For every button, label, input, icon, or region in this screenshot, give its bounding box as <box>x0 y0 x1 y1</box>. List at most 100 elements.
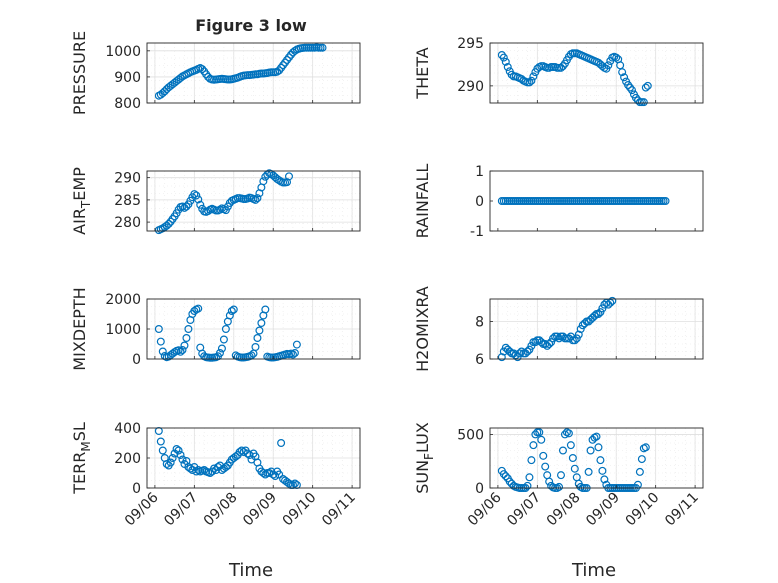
y-axis-label: AIRTEMP <box>70 167 93 235</box>
data-point <box>503 62 512 71</box>
y-tick-label: 0 <box>475 194 484 210</box>
data-point <box>525 345 534 354</box>
data-point <box>553 332 562 341</box>
data-point <box>190 190 199 199</box>
subplot-5: 6 8 H2OMIXRA <box>413 286 704 372</box>
data-point <box>620 73 629 82</box>
data-point <box>176 347 185 356</box>
data-point <box>176 451 185 460</box>
y-tick-label: 0 <box>132 352 141 368</box>
data-point <box>182 202 191 211</box>
data-point <box>570 336 579 345</box>
data-point <box>166 458 175 467</box>
data-point <box>154 325 163 334</box>
data-point <box>527 456 536 465</box>
data-point <box>156 437 165 446</box>
y-tick-label: 295 <box>457 36 484 52</box>
axes-box <box>489 298 704 360</box>
y-tick-label: 1000 <box>105 322 141 338</box>
data-point <box>221 463 230 472</box>
data-point <box>618 68 627 77</box>
y-tick-label: 800 <box>114 96 141 112</box>
data-point <box>204 207 213 216</box>
y-tick-label: 290 <box>457 79 484 95</box>
x-tick-label: 09/08 <box>201 490 241 530</box>
data-point <box>598 62 607 71</box>
data-point <box>288 350 297 359</box>
data-point <box>560 430 569 439</box>
x-tick-label: 09/11 <box>662 490 702 530</box>
y-axis-label: THETA <box>413 47 432 99</box>
y-tick-label: 1000 <box>105 44 141 60</box>
data-point <box>635 467 644 476</box>
data-point <box>598 466 607 475</box>
data-point <box>158 347 167 356</box>
data-point <box>257 319 266 328</box>
data-point <box>318 43 327 52</box>
data-point <box>661 197 670 206</box>
y-axis-label: PRESSURE <box>70 31 89 115</box>
data-point <box>576 325 585 334</box>
data-point <box>608 296 617 305</box>
data-point <box>253 334 262 343</box>
data-point <box>529 72 538 81</box>
data-point <box>545 477 554 486</box>
data-point <box>285 172 294 181</box>
data-point <box>594 443 603 452</box>
x-axis-label-right: Time <box>571 560 616 581</box>
data-point <box>604 61 613 70</box>
data-point <box>251 343 260 352</box>
data-point <box>215 205 224 214</box>
data-point <box>215 349 224 358</box>
data-point <box>292 340 301 349</box>
y-tick-label: 290 <box>114 171 141 187</box>
data-point <box>255 326 264 335</box>
data-point <box>555 334 564 343</box>
data-point <box>586 446 595 455</box>
data-point <box>178 346 187 355</box>
data-point <box>600 475 609 484</box>
data-point <box>566 441 575 450</box>
data-point <box>251 195 260 204</box>
data-point <box>182 334 191 343</box>
data-point <box>547 338 556 347</box>
x-axis-label-left: Time <box>228 560 273 581</box>
data-point <box>184 325 193 334</box>
y-tick-label: 0 <box>132 481 141 497</box>
data-point <box>643 81 652 90</box>
subplot-0: 800 900 1000 PRESSURE <box>70 31 361 115</box>
data-point <box>580 319 589 328</box>
y-tick-label: 0 <box>475 481 484 497</box>
y-tick-label: 200 <box>114 451 141 467</box>
y-tick-label: 900 <box>114 70 141 86</box>
data-point <box>564 429 573 438</box>
data-point <box>261 305 270 314</box>
data-point <box>501 57 510 66</box>
data-point <box>196 200 205 209</box>
data-point <box>192 191 201 200</box>
data-point <box>499 470 508 479</box>
y-tick-label: 285 <box>114 193 141 209</box>
data-point <box>570 464 579 473</box>
data-point <box>531 338 540 347</box>
data-point <box>225 311 234 320</box>
data-point <box>231 452 240 461</box>
x-tick-label: 09/08 <box>544 490 584 530</box>
data-point <box>555 482 564 491</box>
data-point <box>219 335 228 344</box>
y-axis-label: RAINFALL <box>413 164 432 239</box>
data-point <box>162 460 171 469</box>
data-point <box>641 443 650 452</box>
data-point <box>596 308 605 317</box>
data-point <box>158 224 167 233</box>
y-tick-label: -1 <box>470 224 484 240</box>
data-point <box>227 307 236 316</box>
x-tick-label: 09/07 <box>161 490 201 530</box>
data-point <box>190 307 199 316</box>
data-point <box>537 338 546 347</box>
data-point <box>194 304 203 313</box>
data-point <box>523 347 532 356</box>
data-point <box>598 304 607 313</box>
